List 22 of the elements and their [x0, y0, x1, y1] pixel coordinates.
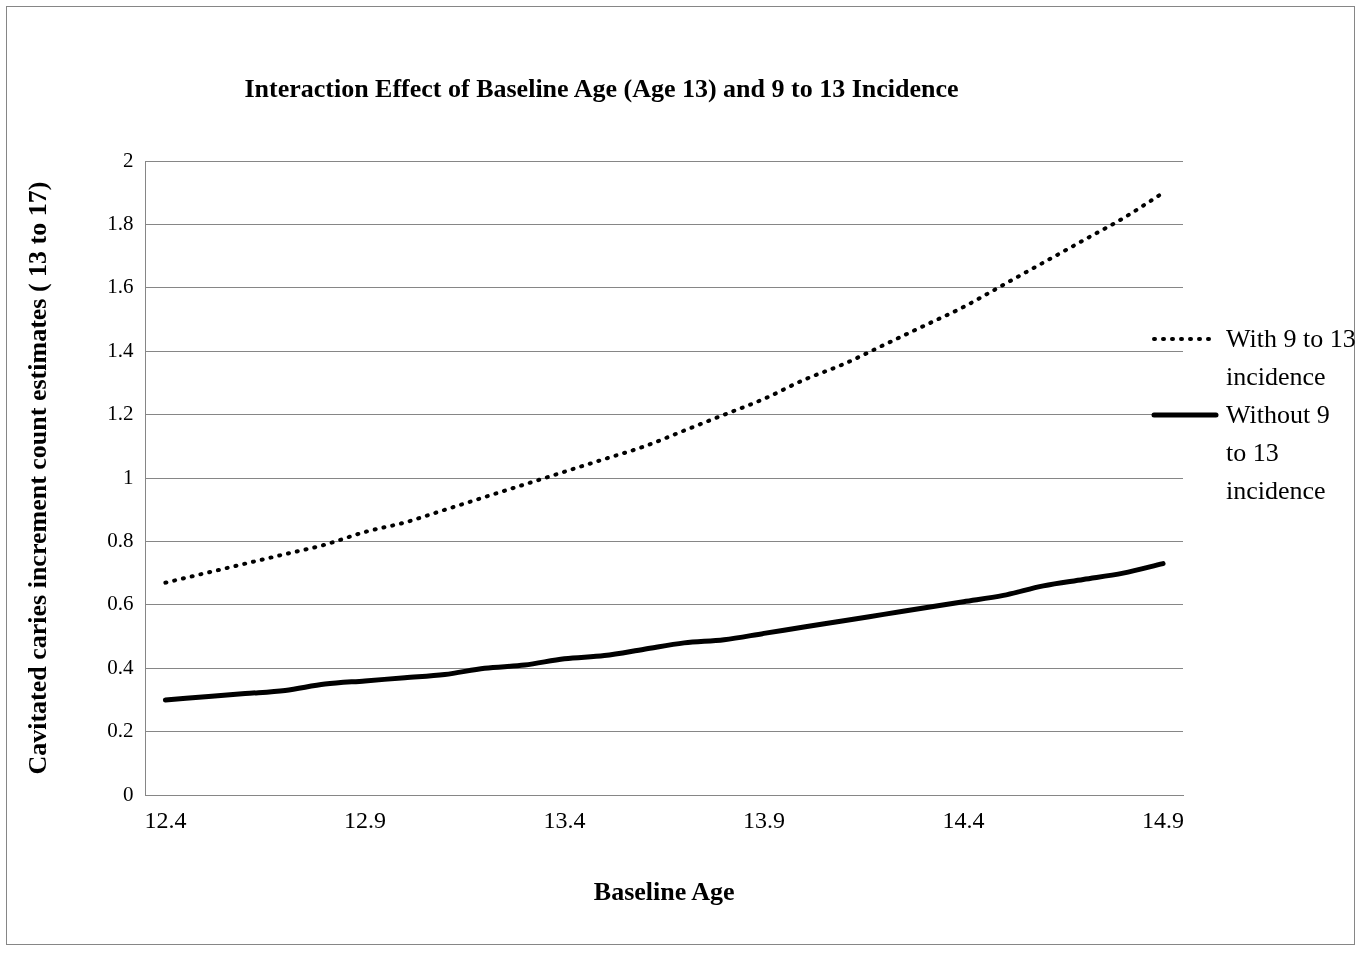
x-tick-label: 14.4	[942, 806, 985, 833]
chart-title: Interaction Effect of Baseline Age (Age 13) and 9 to 13 Incidence	[244, 74, 959, 104]
y-tick-label: 1.2	[107, 401, 134, 426]
y-tick-label: 2	[122, 147, 134, 172]
x-tick-label: 12.4	[144, 806, 187, 833]
y-tick-label: 0.4	[107, 654, 134, 679]
x-tick-label: 14.9	[1142, 806, 1185, 833]
y-tick-label: 1.4	[107, 337, 134, 362]
legend-label: Without 9 to 13 incidence	[1226, 399, 1331, 507]
y-tick-label: 0.6	[107, 591, 134, 616]
y-tick-label: 1	[122, 464, 134, 489]
y-tick-label: 0.2	[107, 718, 134, 743]
y-tick-label: 0.8	[107, 528, 134, 552]
x-tick-label: 12.9	[343, 806, 386, 833]
x-tick-label: 13.9	[742, 806, 785, 833]
legend-label: With 9 to 13 incidence	[1226, 323, 1356, 393]
x-axis-title: Baseline Age	[593, 877, 735, 907]
y-tick-label: 0	[122, 781, 134, 806]
y-axis-title: Cavitated caries increment count estimates ( 13 to 17)	[23, 181, 53, 775]
y-tick-label: 1.6	[107, 274, 134, 299]
y-tick-label: 1.8	[107, 211, 134, 236]
x-tick-label: 13.4	[543, 806, 586, 833]
